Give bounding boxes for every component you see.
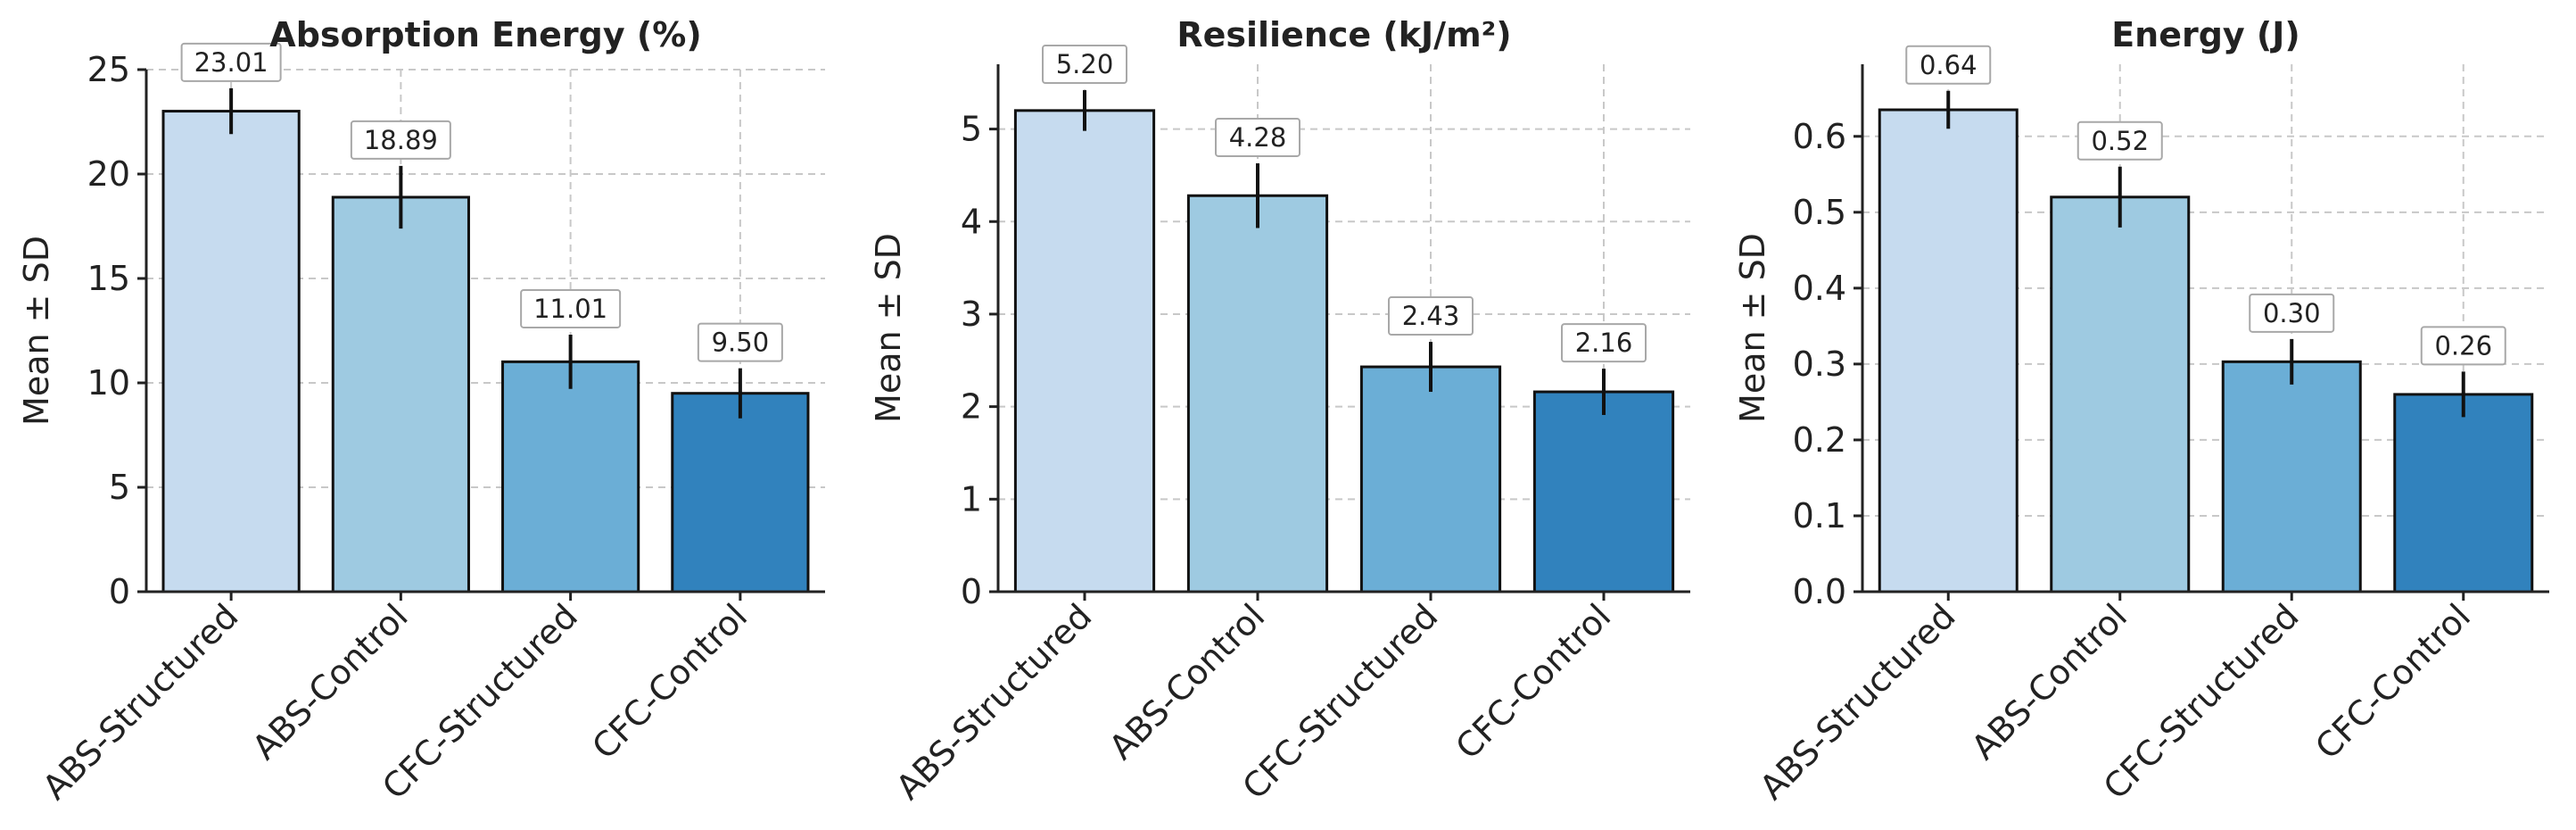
y-axis-label: Mean ± SD xyxy=(17,236,56,426)
data-label: 2.16 xyxy=(1575,328,1633,358)
y-tick-label: 20 xyxy=(87,154,130,194)
chart-panel-1: 23.01 18.89 11.01 9.50 0 5 10 15 20 25 ABS-Structu… xyxy=(17,15,825,808)
chart-title: Energy (J) xyxy=(2111,15,2300,54)
data-label-box xyxy=(1042,45,1127,85)
bar-cfc-structured xyxy=(2221,360,2362,593)
x-tick-label: ABS-Control xyxy=(244,596,415,767)
data-label: 0.30 xyxy=(2263,298,2321,328)
bar-cfc-structured xyxy=(1359,365,1502,593)
y-tick-label: 1 xyxy=(961,479,982,519)
data-label-box xyxy=(2076,120,2163,161)
y-tick-label: 0 xyxy=(961,572,982,611)
data-label: 23.01 xyxy=(194,47,268,78)
x-tick-label: ABS-Structured xyxy=(35,596,245,807)
data-label: 0.52 xyxy=(2091,126,2149,156)
bar-cfc-structured xyxy=(501,360,640,593)
data-label-box xyxy=(180,42,282,82)
y-tick-label: 0.2 xyxy=(1793,420,1846,460)
data-label-box xyxy=(2249,293,2335,333)
data-label-box xyxy=(1215,117,1300,157)
y-tick-label: 10 xyxy=(87,363,130,403)
bar-abs-control xyxy=(1186,194,1329,593)
y-tick-label: 0.4 xyxy=(1793,269,1846,308)
x-tick-label: CFC-Control xyxy=(584,596,755,767)
bar-cfc-control xyxy=(671,392,810,593)
y-axis-label: Mean ± SD xyxy=(869,233,908,423)
x-tick-label: ABS-Control xyxy=(1102,596,1272,767)
data-label-box xyxy=(697,322,783,362)
y-tick-label: 15 xyxy=(87,259,130,298)
data-label: 4.28 xyxy=(1229,122,1287,153)
data-label: 0.26 xyxy=(2434,330,2492,361)
y-tick-label: 25 xyxy=(87,50,130,89)
data-label-box xyxy=(520,288,622,328)
data-label: 11.01 xyxy=(533,294,607,324)
data-label-box xyxy=(350,120,451,160)
x-tick-label: ABS-Control xyxy=(1964,596,2134,767)
x-tick-label: ABS-Structured xyxy=(888,596,1099,807)
y-tick-label: 5 xyxy=(109,468,130,507)
data-label: 0.64 xyxy=(1920,50,1977,80)
y-tick-label: 0.1 xyxy=(1793,496,1846,535)
chart-panel-2: 5.20 4.28 2.43 2.16 0 1 2 3 4 5 ABS-Structured ABS-… xyxy=(869,15,1690,808)
y-tick-label: 4 xyxy=(961,202,982,241)
chart-panel-3: 0.64 0.52 0.30 0.26 0.0 0.1 0.2 0.3 0.4 0.5 0.6 ABS… xyxy=(1733,15,2549,808)
data-label: 9.50 xyxy=(712,328,770,358)
data-label-box xyxy=(1561,323,1647,363)
y-tick-label: 0.3 xyxy=(1793,344,1846,384)
bar-cfc-control xyxy=(2393,393,2534,593)
y-axis-label: Mean ± SD xyxy=(1733,233,1772,423)
y-tick-label: 3 xyxy=(961,295,982,334)
data-label: 2.43 xyxy=(1402,301,1460,331)
data-label-box xyxy=(1388,296,1474,336)
bar-abs-structured xyxy=(1013,109,1156,593)
data-label-box xyxy=(1905,45,1992,85)
y-tick-label: 2 xyxy=(961,387,982,427)
x-tick-label: CFC-Control xyxy=(2308,596,2478,767)
x-tick-label: ABS-Structured xyxy=(1752,596,1962,807)
chart-title: Absorption Energy (%) xyxy=(269,15,701,54)
bar-abs-structured xyxy=(1878,108,2019,593)
data-label: 18.89 xyxy=(364,125,438,155)
chart-title: Resilience (kJ/m²) xyxy=(1177,15,1511,54)
y-tick-label: 0.5 xyxy=(1793,193,1846,232)
y-tick-label: 0.0 xyxy=(1793,572,1846,611)
data-label-box xyxy=(2420,326,2506,366)
bar-abs-structured xyxy=(161,110,301,593)
bar-abs-control xyxy=(331,195,470,593)
y-tick-label: 0 xyxy=(109,572,130,611)
bar-cfc-control xyxy=(1532,390,1675,593)
data-label: 5.20 xyxy=(1056,49,1114,79)
bar-abs-control xyxy=(2050,195,2191,593)
y-tick-label: 0.6 xyxy=(1793,117,1846,156)
y-tick-label: 5 xyxy=(961,110,982,149)
x-tick-label: CFC-Control xyxy=(1448,596,1618,767)
